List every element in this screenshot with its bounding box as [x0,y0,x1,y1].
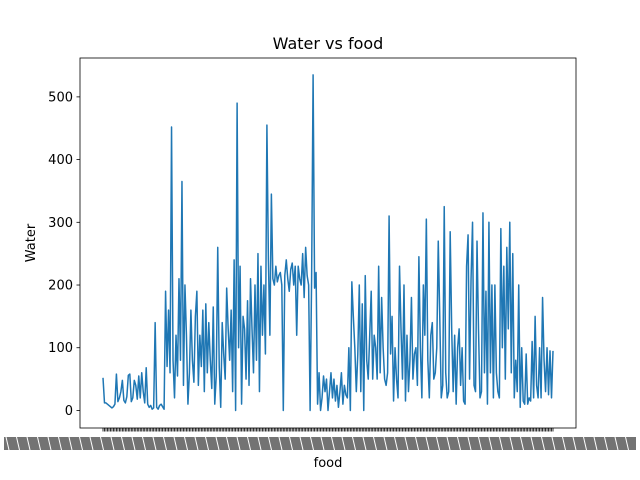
x-tick-labels-gap [488,436,493,451]
x-tick-labels-gap [583,436,587,451]
x-tick-labels-overlap [4,437,636,450]
x-tick-labels-gap [100,436,104,451]
x-tick-labels-gap [625,436,629,451]
x-axis-tick-labels [4,436,636,451]
x-tick-labels-gap [289,436,293,451]
y-axis-label: Water [24,223,39,262]
x-tick-labels-gap [257,436,262,451]
x-tick-labels-gap [415,436,419,451]
x-tick-labels-gap [331,436,335,451]
y-tick-label: 300 [48,216,73,231]
y-tick-label: 100 [48,341,73,356]
x-tick-labels-gap [373,436,377,451]
x-tick-labels-gap [572,436,577,451]
x-tick-labels-gap [5,436,10,451]
x-tick-labels-gap [604,436,608,451]
x-tick-labels-gap [383,436,388,451]
x-tick-labels-gap [68,436,73,451]
x-tick-labels-gap [194,436,199,451]
x-tick-labels-gap [58,436,62,451]
y-tick-label: 200 [48,279,73,294]
x-tick-labels-gap [499,436,503,451]
x-tick-labels-gap [37,436,41,451]
x-tick-labels-gap [26,436,31,451]
x-tick-labels-gap [278,436,283,451]
x-tick-labels-gap [446,436,451,451]
x-tick-labels-gap [268,436,272,451]
x-tick-labels-gap [236,436,241,451]
x-tick-labels-gap [362,436,367,451]
x-tick-labels-gap [142,436,146,451]
x-tick-labels-gap [467,436,472,451]
x-tick-labels-gap [121,436,125,451]
x-tick-labels-gap [163,436,167,451]
x-tick-labels-gap [16,436,20,451]
x-tick-labels-gap [341,436,346,451]
x-tick-labels-gap [520,436,524,451]
x-axis-ticks [102,428,554,432]
x-tick-labels-gap [425,436,430,451]
y-tick-label: 400 [48,153,73,168]
x-tick-labels-gap [226,436,230,451]
y-tick-label: 500 [48,90,73,105]
x-tick-labels-gap [562,436,566,451]
plot-frame [79,57,577,429]
x-tick-labels-gap [299,436,304,451]
x-tick-labels-gap [551,436,556,451]
y-axis-ticks: 0 100 200 300 400 500 [48,90,80,419]
x-tick-labels-gap [110,436,115,451]
x-tick-labels-gap [184,436,188,451]
x-tick-labels-gap [89,436,94,451]
y-tick-label: 0 [65,404,73,419]
x-tick-labels-gap [173,436,178,451]
x-tick-labels-gap [352,436,356,451]
x-tick-labels-gap [457,436,461,451]
chart-title: Water vs food [273,34,384,53]
x-tick-labels-gap [593,436,598,451]
x-tick-labels-gap [394,436,398,451]
x-tick-labels-gap [79,436,83,451]
x-tick-labels-gap [215,436,220,451]
x-tick-labels-gap [478,436,482,451]
x-tick-labels-gap [509,436,514,451]
x-tick-labels-gap [247,436,251,451]
x-axis-label: food [314,456,343,471]
x-tick-labels-gap [541,436,545,451]
x-tick-labels-gap [320,436,325,451]
x-tick-labels-gap [530,436,535,451]
water-series-line [102,74,554,412]
x-tick-labels-gap [205,436,209,451]
x-tick-labels-gap [404,436,409,451]
x-tick-labels-gap [131,436,136,451]
x-tick-labels-gap [436,436,440,451]
x-tick-labels-gap [47,436,52,451]
x-tick-labels-gap [614,436,619,451]
x-tick-labels-gap [152,436,157,451]
x-tick-labels-gap [310,436,314,451]
